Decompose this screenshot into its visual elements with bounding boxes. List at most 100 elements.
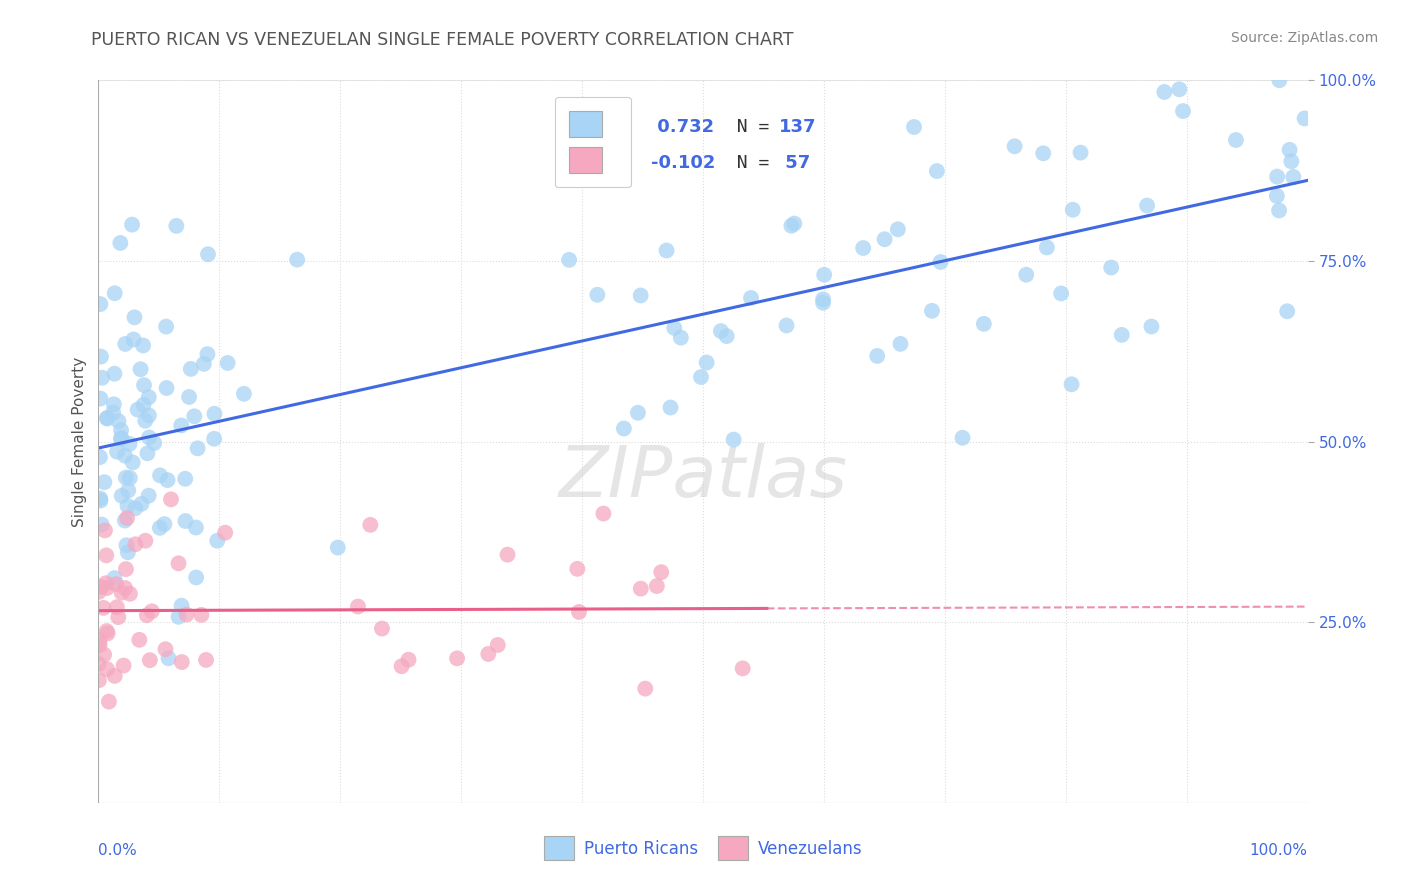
Point [645, 579, 668, 593]
Point [138, 409, 160, 423]
Point [96, 662, 118, 676]
Point [94, 576, 117, 591]
Point [89, 450, 111, 464]
Point [567, 562, 589, 576]
Text: ZIPatlas: ZIPatlas [558, 443, 848, 512]
Point [195, 653, 218, 667]
Point [903, 120, 925, 134]
Point [114, 337, 136, 351]
Point [174, 472, 197, 486]
Point [96, 411, 118, 425]
Point [139, 653, 162, 667]
Point [180, 362, 202, 376]
Text: 100.0%: 100.0% [1250, 843, 1308, 857]
Point [1140, 319, 1163, 334]
Point [167, 609, 190, 624]
Point [696, 355, 718, 369]
Point [117, 545, 139, 559]
Point [132, 338, 155, 352]
Point [1036, 240, 1059, 254]
Point [110, 423, 132, 437]
Point [114, 514, 136, 528]
Point [165, 219, 187, 233]
Text: N =: N = [716, 154, 780, 172]
Point [114, 449, 136, 463]
Point [202, 432, 225, 446]
Point [214, 525, 236, 540]
Point [118, 471, 141, 485]
Point [115, 470, 138, 484]
Point [207, 533, 229, 548]
Point [477, 647, 499, 661]
Point [143, 436, 166, 450]
Point [131, 497, 153, 511]
Point [613, 421, 636, 435]
Point [190, 607, 212, 622]
Point [170, 599, 193, 613]
Point [89, 392, 111, 406]
Point [1268, 203, 1291, 218]
Legend: Puerto Ricans, Venezuelans: Puerto Ricans, Venezuelans [537, 830, 869, 867]
Point [664, 321, 686, 335]
Point [135, 608, 157, 623]
Point [783, 217, 806, 231]
Point [124, 310, 146, 325]
Point [149, 468, 172, 483]
Text: R =: R = [600, 154, 644, 172]
Point [118, 437, 141, 451]
Point [592, 507, 614, 521]
Text: 0.0%: 0.0% [98, 843, 138, 857]
Y-axis label: Single Female Poverty: Single Female Poverty [72, 357, 87, 526]
Point [138, 390, 160, 404]
Point [157, 651, 180, 665]
Point [93, 601, 115, 615]
Point [887, 222, 910, 236]
Point [197, 347, 219, 361]
Point [156, 473, 179, 487]
Point [775, 318, 797, 333]
Point [114, 581, 136, 595]
Point [97, 695, 120, 709]
Point [627, 406, 650, 420]
Point [326, 541, 349, 555]
Point [105, 600, 128, 615]
Point [176, 607, 198, 622]
Point [232, 386, 254, 401]
Point [1032, 146, 1054, 161]
Point [285, 252, 308, 267]
Point [155, 381, 177, 395]
Point [124, 537, 146, 551]
Point [177, 390, 200, 404]
Point [115, 511, 138, 525]
Point [153, 517, 176, 532]
Point [650, 565, 672, 579]
Point [96, 410, 118, 425]
Point [889, 337, 911, 351]
Point [134, 533, 156, 548]
Point [170, 418, 193, 433]
Point [96, 549, 118, 563]
Point [117, 499, 139, 513]
Point [110, 432, 132, 446]
Text: Source: ZipAtlas.com: Source: ZipAtlas.com [1230, 31, 1378, 45]
Text: 137: 137 [779, 119, 817, 136]
Point [155, 319, 177, 334]
Point [1268, 73, 1291, 87]
Point [1015, 268, 1038, 282]
Point [89, 491, 111, 506]
Point [93, 475, 115, 490]
Point [1294, 112, 1316, 126]
Point [630, 288, 652, 302]
Point [89, 493, 111, 508]
Point [1153, 85, 1175, 99]
Point [110, 431, 132, 445]
Point [690, 370, 713, 384]
Text: 0.732: 0.732 [651, 119, 714, 136]
Point [94, 524, 117, 538]
Point [655, 244, 678, 258]
Point [93, 648, 115, 662]
Point [122, 333, 145, 347]
Point [107, 610, 129, 624]
Point [921, 303, 943, 318]
Point [118, 587, 141, 601]
